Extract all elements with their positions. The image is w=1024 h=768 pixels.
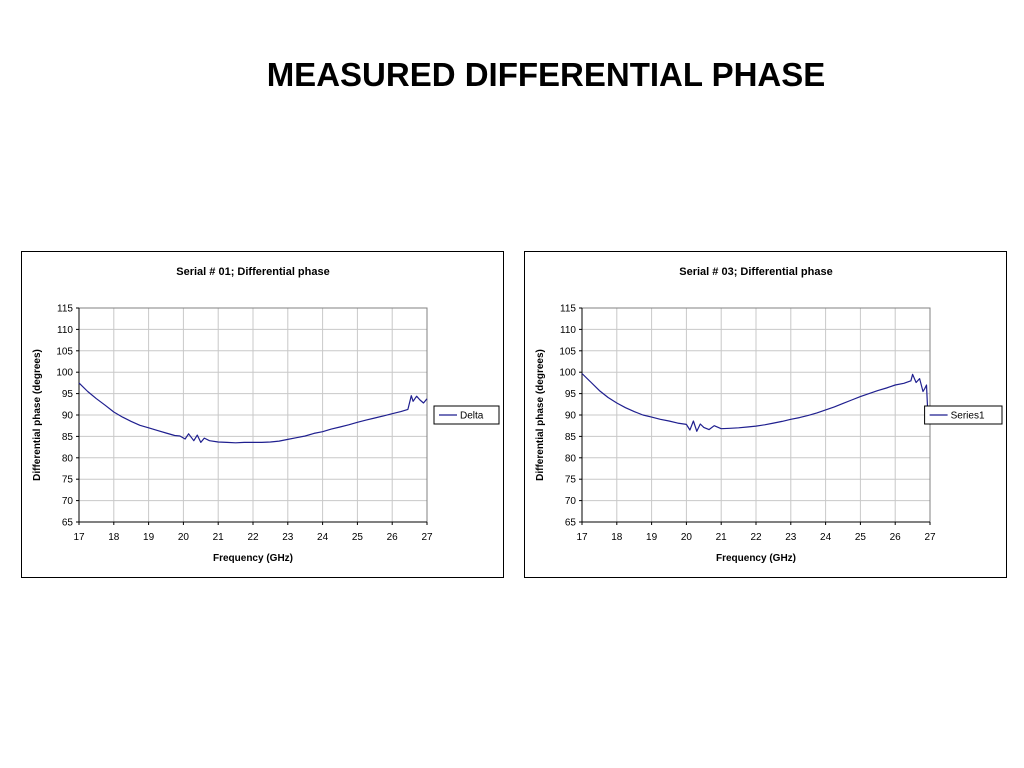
y-tick-label: 70 — [565, 496, 577, 507]
y-tick-label: 100 — [56, 368, 73, 379]
x-tick-label: 19 — [143, 532, 155, 543]
legend-label: Series1 — [951, 411, 985, 422]
y-tick-label: 65 — [565, 518, 577, 529]
y-tick-label: 110 — [57, 325, 73, 336]
y-tick-label: 110 — [560, 325, 576, 336]
y-tick-label: 100 — [559, 368, 576, 379]
x-tick-label: 27 — [924, 532, 936, 543]
x-tick-label: 20 — [178, 532, 190, 543]
x-tick-label: 25 — [352, 532, 364, 543]
x-tick-label: 20 — [681, 532, 693, 543]
y-tick-label: 95 — [565, 389, 577, 400]
x-tick-label: 21 — [213, 532, 225, 543]
x-tick-label: 23 — [282, 532, 294, 543]
series-line — [78, 382, 428, 444]
x-tick-label: 24 — [317, 532, 329, 543]
y-tick-label: 115 — [560, 304, 576, 315]
x-axis-label: Frequency (GHz) — [213, 553, 293, 564]
x-tick-label: 25 — [855, 532, 867, 543]
y-tick-label: 80 — [565, 453, 577, 464]
x-tick-label: 26 — [890, 532, 902, 543]
series-line — [581, 373, 929, 432]
chart-serial-03: Serial # 03; Differential phase 65 70 75 80 8… — [524, 251, 1007, 578]
y-tick-label: 90 — [62, 411, 74, 422]
y-tick-label: 75 — [565, 475, 577, 486]
y-tick-label: 105 — [559, 346, 576, 357]
y-tick-label: 85 — [565, 432, 577, 443]
chart-title: Serial # 03; Differential phase — [679, 266, 832, 278]
legend-box — [924, 405, 1003, 425]
y-tick-label: 105 — [56, 346, 73, 357]
x-tick-label: 17 — [73, 532, 85, 543]
x-tick-label: 19 — [646, 532, 658, 543]
x-tick-label: 22 — [750, 532, 762, 543]
x-tick-label: 24 — [820, 532, 832, 543]
chart-serial-01-svg: Serial # 01; Differential phase 65 70 75 80 8… — [32, 266, 500, 564]
y-tick-label: 70 — [62, 496, 74, 507]
x-tick-label: 18 — [108, 532, 120, 543]
x-tick-label: 22 — [247, 532, 259, 543]
chart-title: Serial # 01; Differential phase — [176, 266, 329, 278]
y-tick-label: 65 — [62, 518, 74, 529]
x-axis-label: Frequency (GHz) — [716, 553, 796, 564]
y-tick-label: 75 — [62, 475, 74, 486]
x-tick-label: 17 — [576, 532, 588, 543]
y-tick-label: 85 — [62, 432, 74, 443]
x-tick-label: 27 — [421, 532, 433, 543]
legend-label: Delta — [460, 411, 484, 422]
x-tick-label: 18 — [611, 532, 623, 543]
y-tick-label: 95 — [62, 389, 74, 400]
chart-serial-03-svg: Serial # 03; Differential phase 65 70 75 80 8… — [535, 266, 1003, 564]
y-tick-label: 80 — [62, 453, 74, 464]
slide-title: MEASURED DIFFERENTIAL PHASE — [266, 56, 826, 93]
chart-serial-01: Serial # 01; Differential phase 65 70 75 80 8… — [21, 251, 504, 578]
x-tick-label: 23 — [785, 532, 797, 543]
y-axis-label: Differential phase (degrees) — [32, 349, 43, 481]
x-tick-label: 21 — [716, 532, 728, 543]
legend-box — [433, 405, 500, 425]
y-axis-label: Differential phase (degrees) — [535, 349, 546, 481]
x-tick-label: 26 — [387, 532, 399, 543]
y-tick-label: 115 — [57, 304, 73, 315]
y-tick-label: 90 — [565, 411, 577, 422]
